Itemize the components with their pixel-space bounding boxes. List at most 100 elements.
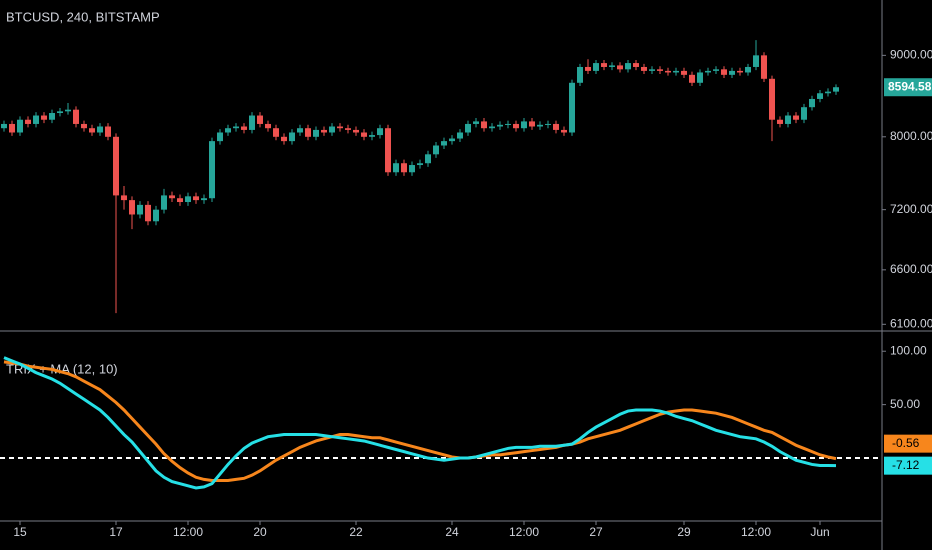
x-tick-label: 12:00 xyxy=(173,525,203,539)
candle-body xyxy=(377,128,383,136)
candle-body xyxy=(809,98,815,108)
y-tick-label: 6100.00 xyxy=(890,316,932,330)
candle-body xyxy=(297,128,303,133)
candle-body xyxy=(569,82,575,133)
candle-body xyxy=(345,128,351,130)
candle-body xyxy=(233,126,239,129)
candle-body xyxy=(761,55,767,79)
candle-body xyxy=(145,204,151,222)
candle-body xyxy=(481,121,487,129)
candle-body xyxy=(729,70,735,75)
candle-body xyxy=(449,138,455,142)
candle-body xyxy=(665,70,671,73)
candle-body xyxy=(409,165,415,173)
candle-body xyxy=(201,198,207,201)
candle-body xyxy=(465,123,471,133)
candle-body xyxy=(401,163,407,173)
candle-body xyxy=(673,70,679,73)
candle-body xyxy=(17,119,23,133)
candle-body xyxy=(633,63,639,67)
last-price-label: 8594.58 xyxy=(888,79,932,93)
candle-body xyxy=(601,63,607,67)
candle-body xyxy=(289,132,295,142)
candle-body xyxy=(369,135,375,137)
candle-body xyxy=(105,126,111,137)
candle-body xyxy=(57,111,63,114)
candle-body xyxy=(769,78,775,120)
candle-body xyxy=(1,123,7,129)
candle-body xyxy=(169,195,175,199)
candle-body xyxy=(505,123,511,125)
x-tick-label: 12:00 xyxy=(509,525,539,539)
candle-body xyxy=(801,107,807,120)
candle-body xyxy=(217,132,223,142)
x-tick-label: 22 xyxy=(349,525,363,539)
candle-body xyxy=(425,154,431,164)
candle-body xyxy=(793,115,799,120)
candle-body xyxy=(681,70,687,75)
candle-body xyxy=(209,141,215,199)
candle-body xyxy=(65,109,71,112)
candle-body xyxy=(833,87,839,92)
candle-body xyxy=(553,123,559,130)
candle-body xyxy=(753,55,759,67)
candle-body xyxy=(825,91,831,94)
candle-body xyxy=(129,200,135,215)
candle-body xyxy=(713,69,719,71)
candle-body xyxy=(313,129,319,137)
x-tick-label: 17 xyxy=(109,525,123,539)
value-label: -0.56 xyxy=(892,436,920,450)
candle-body xyxy=(177,198,183,203)
x-tick-label: 29 xyxy=(677,525,691,539)
candle-body xyxy=(265,123,271,129)
candle-body xyxy=(649,69,655,71)
candle-body xyxy=(329,126,335,133)
candle-body xyxy=(545,123,551,125)
candle-body xyxy=(537,124,543,127)
candle-body xyxy=(529,121,535,127)
candle-body xyxy=(497,124,503,127)
candle-body xyxy=(745,66,751,73)
x-tick-label: 20 xyxy=(253,525,267,539)
candle-body xyxy=(785,115,791,124)
candle-body xyxy=(577,66,583,83)
candle-body xyxy=(273,128,279,137)
candle-body xyxy=(25,119,31,124)
candle-body xyxy=(185,196,191,203)
candle-body xyxy=(817,93,823,99)
x-tick-label: 27 xyxy=(589,525,603,539)
candle-body xyxy=(641,66,647,71)
candle-body xyxy=(257,115,263,124)
candle-body xyxy=(657,69,663,71)
candle-body xyxy=(33,115,39,124)
candle-body xyxy=(737,70,743,73)
candle-body xyxy=(689,74,695,83)
value-label-box xyxy=(884,456,932,475)
candle-body xyxy=(225,128,231,133)
candle-body xyxy=(489,126,495,129)
candle-body xyxy=(353,129,359,133)
candle-body xyxy=(617,65,623,70)
candle-body xyxy=(121,195,127,201)
candle-body xyxy=(249,115,255,130)
candle-body xyxy=(393,163,399,173)
candle-body xyxy=(457,132,463,139)
y-tick-label: 6600.00 xyxy=(890,262,932,276)
candle-body xyxy=(89,128,95,133)
candle-body xyxy=(97,126,103,133)
y-tick-label: 9000.00 xyxy=(890,48,932,62)
candle-body xyxy=(81,123,87,129)
candle-body xyxy=(321,129,327,133)
candle-body xyxy=(241,126,247,130)
value-label-box xyxy=(884,434,932,453)
y-tick-label: 7200.00 xyxy=(890,202,932,216)
y-tick-label: 100.00 xyxy=(890,343,927,357)
candle-body xyxy=(473,121,479,124)
x-tick-label: 15 xyxy=(13,525,27,539)
candle-body xyxy=(777,119,783,124)
chart-title: BTCUSD, 240, BITSTAMP xyxy=(6,9,160,24)
candle-body xyxy=(113,136,119,196)
candle-body xyxy=(697,72,703,83)
candle-body xyxy=(721,69,727,75)
candle-body xyxy=(193,196,199,201)
